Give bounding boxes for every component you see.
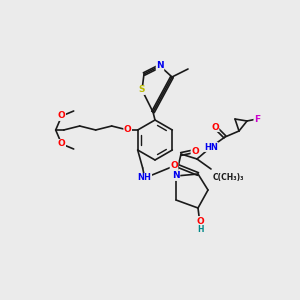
Text: O: O [124,125,132,134]
Text: C(CH₃)₃: C(CH₃)₃ [213,173,244,182]
Text: O: O [58,112,66,121]
Text: S: S [139,85,145,94]
Text: O: O [58,140,66,148]
Text: N: N [172,172,180,181]
Text: F: F [254,115,260,124]
Text: NH: NH [138,173,152,182]
Text: O: O [191,146,199,155]
Text: O: O [211,122,219,131]
Text: N: N [156,61,164,70]
Text: O: O [196,217,204,226]
Text: O: O [170,161,178,170]
Text: H: H [197,226,203,235]
Text: HN: HN [204,142,218,152]
